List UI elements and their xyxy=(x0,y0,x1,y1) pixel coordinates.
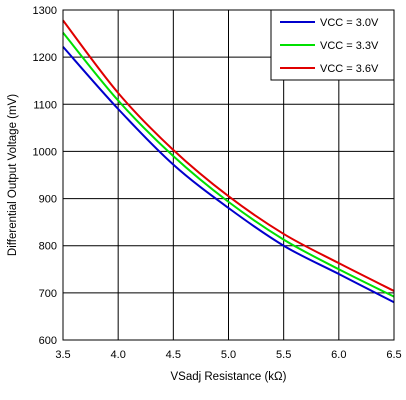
x-tick-label: 6.5 xyxy=(386,349,401,361)
x-tick-label: 5.0 xyxy=(221,349,236,361)
legend-label: VCC = 3.6V xyxy=(320,63,379,75)
x-tick-label: 4.5 xyxy=(166,349,181,361)
y-tick-label: 1300 xyxy=(33,5,57,17)
series-line-3 xyxy=(62,19,395,292)
series-lines xyxy=(62,19,395,304)
legend-label: VCC = 3.3V xyxy=(320,40,379,52)
y-tick-label: 800 xyxy=(39,241,57,253)
y-tick-label: 700 xyxy=(39,288,57,300)
y-tick-label: 1000 xyxy=(33,146,57,158)
legend-items: VCC = 3.0V VCC = 3.3V VCC = 3.6V xyxy=(280,17,379,75)
y-axis-title: Differential Output Voltage (mV) xyxy=(7,94,19,256)
x-axis-ticks: 3.5 4.0 4.5 5.0 5.5 6.0 6.5 xyxy=(55,349,401,361)
x-tick-label: 4.0 xyxy=(111,349,126,361)
y-tick-label: 1100 xyxy=(33,99,57,111)
y-tick-label: 1200 xyxy=(33,52,57,64)
x-tick-label: 5.5 xyxy=(276,349,291,361)
x-axis-title: VSadj Resistance (kΩ) xyxy=(171,371,287,383)
x-tick-label: 3.5 xyxy=(55,349,70,361)
x-tick-label: 6.0 xyxy=(331,349,346,361)
plot-frame xyxy=(62,9,395,341)
legend-label: VCC = 3.0V xyxy=(320,17,379,29)
y-tick-label: 600 xyxy=(39,335,57,347)
series-line-2 xyxy=(62,31,395,298)
series-line-1 xyxy=(62,46,395,304)
legend: VCC = 3.0V VCC = 3.3V VCC = 3.6V xyxy=(270,9,395,81)
y-tick-label: 900 xyxy=(39,194,57,206)
y-axis-ticks: 600 700 800 900 1000 1100 1200 1300 xyxy=(33,5,57,347)
